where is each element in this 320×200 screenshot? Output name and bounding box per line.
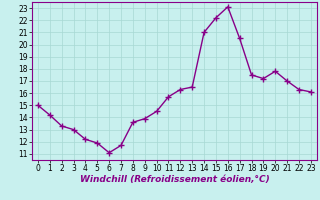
X-axis label: Windchill (Refroidissement éolien,°C): Windchill (Refroidissement éolien,°C) — [80, 175, 269, 184]
